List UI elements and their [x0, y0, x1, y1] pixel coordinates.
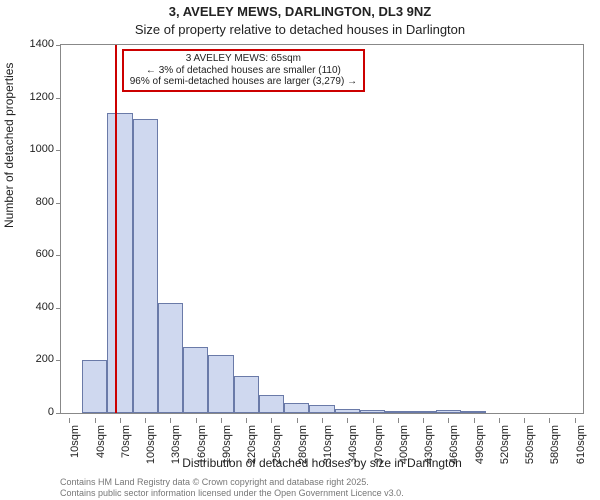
xtick-mark: [347, 418, 348, 423]
histogram-bar: [385, 411, 410, 413]
xtick-mark: [297, 418, 298, 423]
footer-line2: Contains public sector information licen…: [60, 488, 404, 498]
ytick-label: 600: [14, 248, 54, 260]
ytick-mark: [56, 98, 61, 99]
ytick-mark: [56, 255, 61, 256]
ytick-label: 0: [14, 406, 54, 418]
xtick-mark: [145, 418, 146, 423]
chart-subtitle: Size of property relative to detached ho…: [0, 22, 600, 37]
ytick-mark: [56, 360, 61, 361]
xtick-mark: [170, 418, 171, 423]
ytick-mark: [56, 308, 61, 309]
histogram-bar: [259, 395, 284, 413]
ytick-label: 1200: [14, 91, 54, 103]
ytick-label: 800: [14, 196, 54, 208]
histogram-bar: [410, 411, 435, 413]
ytick-mark: [56, 150, 61, 151]
histogram-bar: [436, 410, 461, 413]
ytick-label: 400: [14, 301, 54, 313]
xtick-label: 70sqm: [120, 425, 132, 458]
xtick-mark: [474, 418, 475, 423]
chart-container: 3, AVELEY MEWS, DARLINGTON, DL3 9NZ Size…: [0, 0, 600, 500]
xtick-mark: [398, 418, 399, 423]
ytick-mark: [56, 413, 61, 414]
xtick-mark: [221, 418, 222, 423]
histogram-bar: [360, 410, 385, 413]
ytick-label: 200: [14, 353, 54, 365]
xtick-mark: [549, 418, 550, 423]
annotation-line: 3 AVELEY MEWS: 65sqm: [130, 53, 357, 65]
footer-text: Contains HM Land Registry data © Crown c…: [60, 477, 404, 498]
ytick-mark: [56, 203, 61, 204]
histogram-bar: [335, 409, 360, 413]
xtick-label: 10sqm: [69, 425, 81, 458]
xtick-label: 40sqm: [95, 425, 107, 458]
ytick-label: 1000: [14, 143, 54, 155]
histogram-bar: [461, 411, 486, 413]
ytick-label: 1400: [14, 38, 54, 50]
xtick-mark: [120, 418, 121, 423]
xtick-mark: [499, 418, 500, 423]
property-marker-line: [115, 45, 117, 413]
histogram-bar: [284, 403, 309, 414]
xtick-mark: [271, 418, 272, 423]
histogram-bar: [208, 355, 233, 413]
xtick-mark: [246, 418, 247, 423]
annotation-line: 96% of semi-detached houses are larger (…: [130, 76, 357, 88]
x-axis-label: Distribution of detached houses by size …: [60, 456, 584, 470]
annotation-line: ← 3% of detached houses are smaller (110…: [130, 65, 357, 77]
xtick-mark: [423, 418, 424, 423]
chart-title: 3, AVELEY MEWS, DARLINGTON, DL3 9NZ: [0, 4, 600, 19]
ytick-mark: [56, 45, 61, 46]
histogram-bar: [183, 347, 208, 413]
histogram-bar: [234, 376, 259, 413]
footer-line1: Contains HM Land Registry data © Crown c…: [60, 477, 404, 487]
plot-area: 10sqm40sqm70sqm100sqm130sqm160sqm190sqm2…: [60, 44, 584, 414]
xtick-mark: [322, 418, 323, 423]
histogram-bar: [158, 303, 183, 413]
xtick-mark: [448, 418, 449, 423]
xtick-mark: [95, 418, 96, 423]
histogram-bar: [133, 119, 158, 413]
xtick-mark: [196, 418, 197, 423]
xtick-mark: [373, 418, 374, 423]
annotation-box: 3 AVELEY MEWS: 65sqm← 3% of detached hou…: [122, 49, 365, 92]
xtick-mark: [524, 418, 525, 423]
histogram-bar: [107, 113, 132, 413]
xtick-mark: [69, 418, 70, 423]
xtick-mark: [575, 418, 576, 423]
histogram-bar: [309, 405, 334, 413]
histogram-bar: [82, 360, 107, 413]
